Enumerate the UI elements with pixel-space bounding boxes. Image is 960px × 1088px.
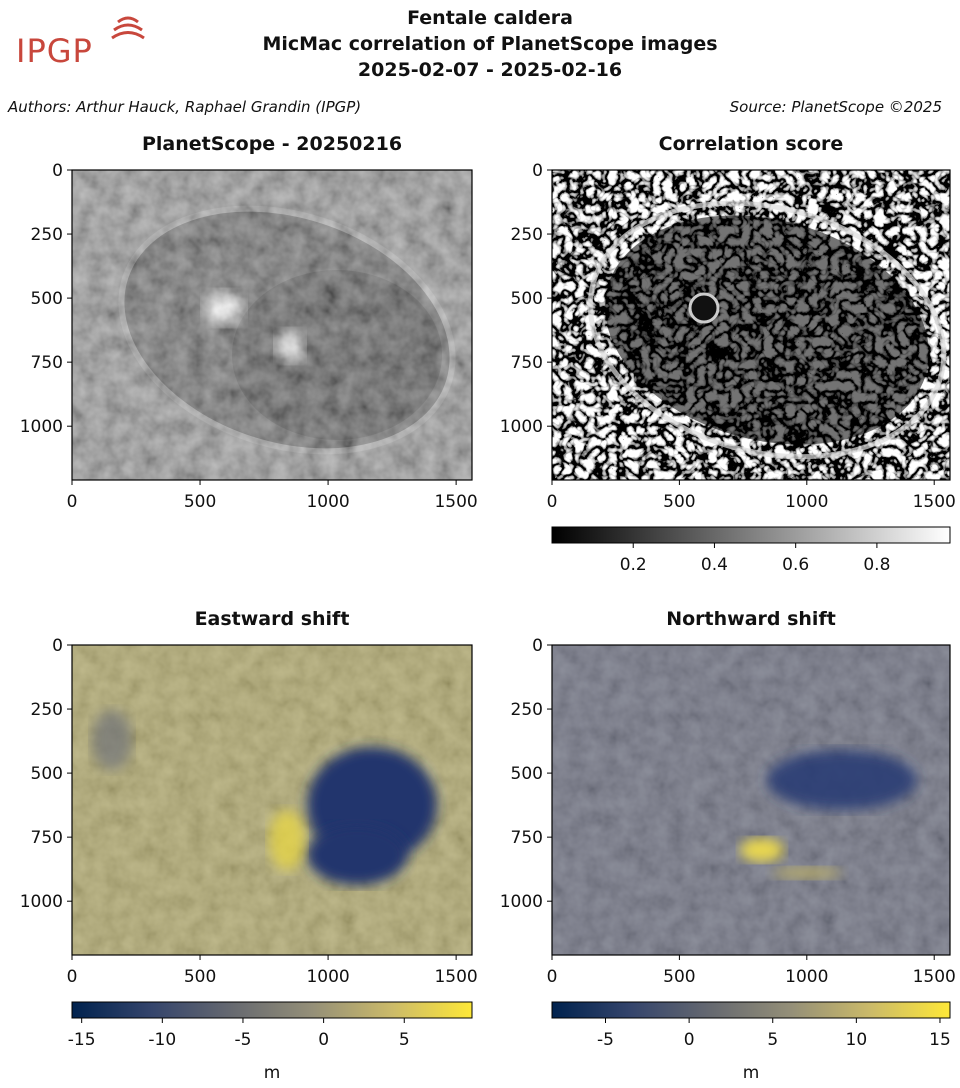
colorbar — [72, 1002, 472, 1018]
colorbar-tick-label: 5 — [399, 1030, 410, 1050]
x-tick-label: 500 — [184, 492, 216, 512]
colorbar-tick-label: 0 — [318, 1030, 329, 1050]
y-tick-label: 500 — [31, 289, 63, 309]
title-line: MicMac correlation of PlanetScope images — [262, 33, 717, 55]
y-tick-label: 500 — [511, 289, 543, 309]
colorbar-tick-label: -5 — [597, 1030, 614, 1050]
logo-text: IPGP — [16, 32, 93, 70]
colorbar-tick-label: 0.8 — [863, 555, 890, 575]
x-tick-label: 1000 — [785, 967, 828, 987]
logo-mark — [112, 18, 144, 38]
panel-title: PlanetScope - 20250216 — [142, 133, 402, 155]
y-tick-label: 0 — [52, 636, 63, 656]
y-tick-label: 500 — [511, 764, 543, 784]
colorbar-tick-label: 0.6 — [782, 555, 809, 575]
panel-title: Eastward shift — [195, 608, 350, 630]
colorbar-tick-label: 10 — [846, 1030, 868, 1050]
vent — [690, 294, 718, 322]
colorbar — [552, 1002, 950, 1018]
image — [72, 645, 472, 955]
source: Source: PlanetScope ©2025 — [730, 98, 942, 116]
x-tick-label: 1500 — [913, 967, 956, 987]
x-tick-label: 1500 — [434, 967, 477, 987]
panel-title: Correlation score — [659, 133, 844, 155]
y-tick-label: 500 — [31, 764, 63, 784]
colorbar-tick-label: 0.4 — [701, 555, 728, 575]
colorbar-label: m — [264, 1063, 281, 1083]
colorbar-tick-label: -10 — [148, 1030, 176, 1050]
y-tick-label: 750 — [31, 828, 63, 848]
x-tick-label: 1500 — [913, 492, 956, 512]
x-tick-label: 0 — [547, 967, 558, 987]
shift-blob — [307, 825, 407, 885]
colorbar-tick-label: -5 — [234, 1030, 251, 1050]
image — [72, 168, 484, 492]
x-tick-label: 0 — [67, 492, 78, 512]
x-tick-label: 1500 — [434, 492, 477, 512]
y-tick-label: 0 — [532, 636, 543, 656]
y-tick-label: 1000 — [500, 417, 543, 437]
high-patch — [772, 867, 842, 879]
high-patch — [740, 838, 784, 862]
y-tick-label: 0 — [52, 161, 63, 181]
colorbar-tick-label: 5 — [767, 1030, 778, 1050]
title-line: Fentale caldera — [407, 7, 573, 29]
texture — [72, 170, 472, 480]
y-tick-label: 250 — [31, 225, 63, 245]
figure: IPGP Fentale caldera MicMac correlation … — [0, 0, 960, 1084]
y-tick-label: 1000 — [20, 892, 63, 912]
logo: IPGP — [16, 18, 144, 70]
x-tick-label: 500 — [663, 967, 695, 987]
y-tick-label: 250 — [31, 700, 63, 720]
image — [552, 166, 960, 495]
panel-title: Northward shift — [666, 608, 836, 630]
shift-blob — [767, 750, 917, 810]
x-tick-label: 0 — [67, 967, 78, 987]
colorbar — [552, 527, 950, 543]
y-tick-label: 750 — [511, 828, 543, 848]
colorbar-label: m — [743, 1063, 760, 1083]
y-tick-label: 750 — [31, 353, 63, 373]
y-tick-label: 750 — [511, 353, 543, 373]
y-tick-label: 1000 — [20, 417, 63, 437]
x-tick-label: 1000 — [785, 492, 828, 512]
colorbar-tick-label: 0.2 — [620, 555, 647, 575]
x-tick-label: 500 — [663, 492, 695, 512]
x-tick-label: 1000 — [306, 492, 349, 512]
colorbar-tick-label: 0 — [684, 1030, 695, 1050]
y-tick-label: 0 — [532, 161, 543, 181]
y-tick-label: 1000 — [500, 892, 543, 912]
image — [552, 645, 950, 955]
high-patch — [269, 810, 305, 870]
colorbar-tick-label: 15 — [929, 1030, 951, 1050]
low-patch — [92, 710, 132, 770]
y-tick-label: 250 — [511, 225, 543, 245]
title-line: 2025-02-07 - 2025-02-16 — [358, 59, 622, 81]
x-tick-label: 1000 — [306, 967, 349, 987]
authors: Authors: Arthur Hauck, Raphael Grandin (… — [7, 98, 361, 116]
colorbar-tick-label: -15 — [68, 1030, 96, 1050]
x-tick-label: 500 — [184, 967, 216, 987]
y-tick-label: 250 — [511, 700, 543, 720]
x-tick-label: 0 — [547, 492, 558, 512]
